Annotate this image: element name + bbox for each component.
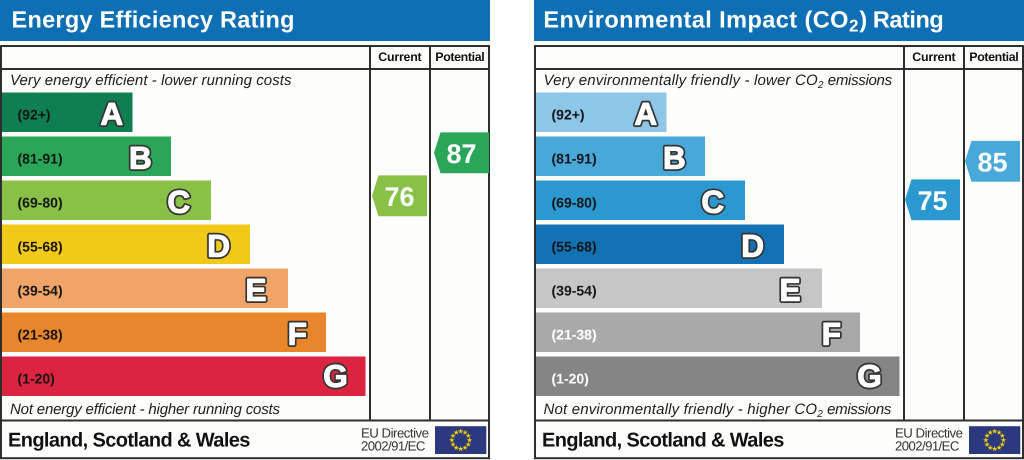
svg-text:(39-54): (39-54) <box>18 283 63 299</box>
svg-text:(39-54): (39-54) <box>552 283 597 299</box>
svg-text:2002/91/EC: 2002/91/EC <box>895 439 960 454</box>
svg-text:(21-38): (21-38) <box>18 327 63 343</box>
svg-text:87: 87 <box>446 139 476 169</box>
svg-text:Not energy efficient - higher: Not energy efficient - higher running co… <box>10 401 281 418</box>
svg-text:(92+): (92+) <box>18 107 51 123</box>
svg-text:(1-20): (1-20) <box>18 371 55 387</box>
svg-text:85: 85 <box>977 147 1007 177</box>
svg-text:(69-80): (69-80) <box>18 195 63 211</box>
svg-text:Very energy efficient - lower: Very energy efficient - lower running co… <box>10 72 292 89</box>
svg-text:(81-91): (81-91) <box>18 151 63 167</box>
svg-text:(21-38): (21-38) <box>552 327 597 343</box>
svg-text:EU Directive: EU Directive <box>361 426 429 441</box>
svg-text:Not environmentally friendly -: Not environmentally friendly - higher CO <box>544 401 818 418</box>
svg-text:2002/91/EC: 2002/91/EC <box>361 439 426 454</box>
svg-text:emissions: emissions <box>824 72 893 89</box>
svg-text:) Rating: ) Rating <box>859 6 943 32</box>
svg-text:2: 2 <box>849 16 858 35</box>
svg-text:2: 2 <box>817 80 824 91</box>
svg-text:(69-80): (69-80) <box>552 195 597 211</box>
svg-text:Environmental Impact (CO: Environmental Impact (CO <box>543 6 848 32</box>
svg-text:Potential: Potential <box>435 50 484 64</box>
svg-text:England, Scotland & Wales: England, Scotland & Wales <box>542 430 784 452</box>
svg-text:75: 75 <box>917 186 947 216</box>
svg-text:Potential: Potential <box>969 50 1018 64</box>
svg-text:Energy Efficiency Rating: Energy Efficiency Rating <box>12 6 295 32</box>
svg-text:(55-68): (55-68) <box>18 239 63 255</box>
svg-text:(81-91): (81-91) <box>552 151 597 167</box>
svg-text:emissions: emissions <box>823 401 892 418</box>
svg-text:76: 76 <box>384 182 414 212</box>
svg-text:(1-20): (1-20) <box>552 371 589 387</box>
svg-text:Current: Current <box>378 50 421 64</box>
svg-text:(55-68): (55-68) <box>552 239 597 255</box>
svg-text:(92+): (92+) <box>552 107 585 123</box>
svg-text:EU Directive: EU Directive <box>895 426 963 441</box>
svg-text:Very environmentally friendly: Very environmentally friendly - lower CO <box>544 72 819 89</box>
svg-text:2: 2 <box>816 409 823 420</box>
svg-text:England, Scotland & Wales: England, Scotland & Wales <box>8 430 250 452</box>
svg-text:Current: Current <box>912 50 955 64</box>
